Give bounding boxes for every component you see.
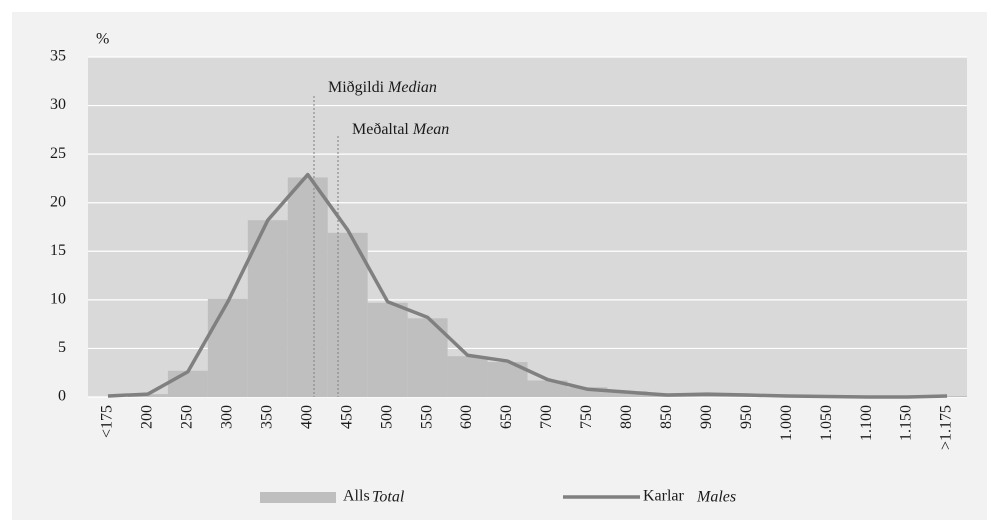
line bbox=[107, 172, 948, 399]
y-tick-label: 20 bbox=[50, 193, 66, 210]
y-tick-label: 30 bbox=[50, 96, 66, 113]
bar bbox=[447, 356, 488, 397]
x-tick-label: 900 bbox=[698, 405, 715, 429]
legend-label: Alls bbox=[343, 488, 370, 505]
x-tick-label: 650 bbox=[498, 405, 515, 429]
bar bbox=[367, 302, 408, 397]
x-tick-label: 1.000 bbox=[778, 405, 795, 441]
x-tick-label: 400 bbox=[298, 405, 315, 429]
annotation-text-en: Median bbox=[387, 79, 437, 96]
legend-label-en: Males bbox=[696, 489, 736, 506]
x-tick-label: 500 bbox=[378, 405, 395, 429]
y-tick-label: 15 bbox=[50, 242, 66, 259]
bar bbox=[207, 298, 248, 397]
median-annotation: Miðgildi Median bbox=[328, 79, 437, 96]
x-tick-label: 250 bbox=[179, 405, 196, 429]
legend-label-en: Total bbox=[372, 489, 405, 506]
bar bbox=[167, 370, 208, 397]
y-tick-label: 0 bbox=[58, 388, 66, 405]
bar bbox=[607, 391, 648, 397]
x-tick-label: 300 bbox=[219, 405, 236, 429]
x-tick-label: 800 bbox=[618, 405, 635, 429]
mean-annotation: Meðaltal Mean bbox=[352, 121, 449, 138]
y-tick-label: 35 bbox=[50, 48, 66, 65]
bars bbox=[127, 177, 967, 397]
legend-swatch-bar bbox=[260, 492, 336, 503]
x-tick-label: 750 bbox=[578, 405, 595, 429]
x-tick-label: 850 bbox=[658, 405, 675, 429]
bar bbox=[567, 387, 608, 397]
bar bbox=[527, 380, 568, 397]
y-tick-label: 25 bbox=[50, 145, 66, 162]
x-tick-label: 200 bbox=[139, 405, 156, 429]
legend-label: Karlar bbox=[643, 488, 685, 505]
x-tick-label: 550 bbox=[418, 405, 435, 429]
x-tick-label: <175 bbox=[99, 405, 116, 438]
annotation-text: Meðaltal bbox=[352, 121, 409, 138]
x-tick-label: 700 bbox=[538, 405, 555, 429]
x-tick-label: 350 bbox=[258, 405, 275, 429]
bar bbox=[287, 177, 328, 397]
x-tick-label: 450 bbox=[338, 405, 355, 429]
lines bbox=[107, 172, 948, 399]
x-tick-label: 950 bbox=[738, 405, 755, 429]
x-tick-label: 1.150 bbox=[898, 405, 915, 441]
x-tick-label: 1.100 bbox=[858, 405, 875, 441]
annotation-text-en: Mean bbox=[412, 121, 449, 138]
y-tick-label: 10 bbox=[50, 291, 66, 308]
x-tick-label: 600 bbox=[458, 405, 475, 429]
y-tick-label: 5 bbox=[58, 339, 66, 356]
x-tick-label: >1.175 bbox=[938, 405, 955, 450]
x-tick-label: 1.050 bbox=[818, 405, 835, 441]
annotation-text: Miðgildi bbox=[328, 79, 385, 96]
bar bbox=[327, 232, 368, 397]
unit-label: % bbox=[96, 31, 109, 48]
